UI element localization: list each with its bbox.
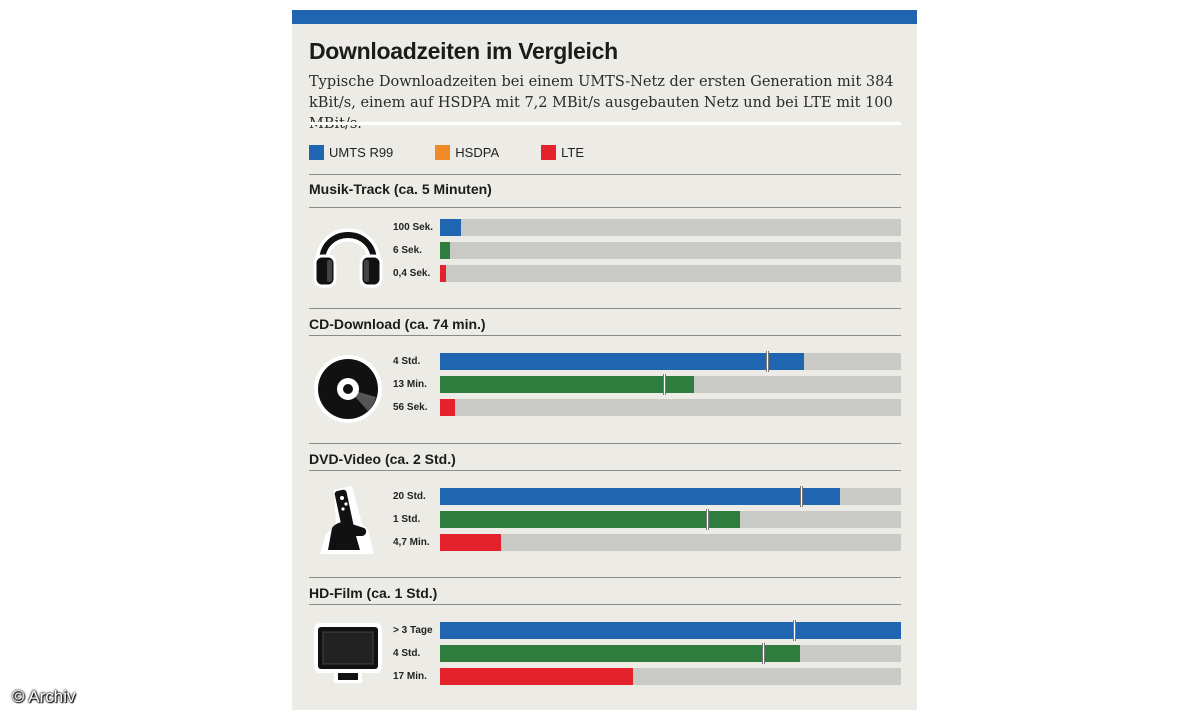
section-title-hd: HD-Film (ca. 1 Std.)	[309, 585, 438, 601]
bar-track-cd-hsdpa	[440, 374, 901, 395]
bar-music-hsdpa	[440, 242, 450, 259]
bar-track-dvd-umts	[440, 486, 901, 507]
bar-music-umts	[440, 219, 461, 236]
top-accent-bar	[292, 10, 917, 24]
bar-break-marker	[762, 643, 765, 664]
bar-label-music-lte: 0,4 Sek.	[393, 268, 431, 279]
bar-label-music-umts: 100 Sek.	[393, 222, 434, 233]
bar-track-dvd-lte	[440, 534, 901, 551]
bar-hd-hsdpa	[440, 643, 800, 664]
section-title-dvd: DVD-Video (ca. 2 Std.)	[309, 451, 456, 467]
image-credit: © Archiv	[12, 687, 76, 706]
legend: UMTS R99 HSDPA LTE	[309, 142, 626, 162]
bar-label-hd-umts: > 3 Tage	[393, 625, 433, 636]
legend-item-umts: UMTS R99	[309, 142, 393, 162]
section-top-rule-dvd	[309, 443, 901, 444]
legend-item-hsdpa: HSDPA	[435, 142, 499, 162]
bar-track-hd-lte	[440, 668, 901, 685]
chart-subtitle: Typische Downloadzeiten bei einem UMTS-N…	[309, 74, 894, 132]
bar-dvd-umts	[440, 486, 840, 507]
bar-label-hd-hsdpa: 4 Std.	[393, 648, 421, 659]
bar-label-music-hsdpa: 6 Sek.	[393, 245, 422, 256]
chart-title: Downloadzeiten im Vergleich	[309, 38, 618, 64]
bar-track-music-lte	[440, 265, 901, 282]
legend-swatch-umts	[309, 144, 324, 160]
bar-break-marker	[663, 374, 666, 395]
legend-divider	[309, 174, 901, 175]
legend-label-umts: UMTS R99	[329, 144, 394, 160]
bar-dvd-lte	[440, 534, 501, 551]
subtitle-divider	[309, 122, 901, 125]
bar-label-dvd-lte: 4,7 Min.	[393, 537, 430, 548]
legend-item-lte: LTE	[541, 142, 584, 162]
bar-track-hd-umts	[440, 620, 901, 641]
legend-swatch-hsdpa	[435, 144, 451, 160]
bar-break-marker	[766, 351, 769, 372]
remote-control-icon	[312, 484, 384, 556]
bar-track-dvd-hsdpa	[440, 509, 901, 530]
bar-track-hd-hsdpa	[440, 643, 901, 664]
bar-dvd-hsdpa	[440, 509, 740, 530]
section-top-rule-cd	[309, 308, 901, 309]
bar-track-cd-lte	[440, 399, 901, 416]
bar-label-cd-hsdpa: 13 Min.	[393, 379, 427, 390]
bar-music-lte	[440, 265, 446, 282]
bar-label-cd-lte: 56 Sek.	[393, 402, 428, 413]
bar-break-marker	[800, 486, 803, 507]
tv-icon	[312, 617, 384, 689]
bar-break-marker	[706, 509, 709, 530]
legend-label-lte: LTE	[561, 144, 585, 160]
bar-cd-lte	[440, 399, 455, 416]
bar-cd-hsdpa	[440, 374, 694, 395]
bar-label-dvd-hsdpa: 1 Std.	[393, 514, 421, 525]
legend-swatch-lte	[541, 144, 557, 160]
bar-label-dvd-umts: 20 Std.	[393, 491, 426, 502]
bar-track-music-hsdpa	[440, 242, 901, 259]
legend-label-hsdpa: HSDPA	[455, 144, 500, 160]
bar-label-cd-umts: 4 Std.	[393, 356, 421, 367]
section-divider-dvd	[309, 470, 901, 471]
bar-hd-lte	[440, 668, 633, 685]
section-divider-hd	[309, 604, 901, 605]
bar-label-hd-lte: 17 Min.	[393, 671, 427, 682]
bar-cd-umts	[440, 351, 804, 372]
cd-icon	[312, 353, 384, 425]
section-divider-cd	[309, 335, 901, 336]
section-top-rule-hd	[309, 577, 901, 578]
infographic-card: Downloadzeiten im Vergleich Typische Dow…	[292, 10, 917, 710]
bar-hd-umts	[440, 620, 901, 641]
bar-break-marker	[793, 620, 796, 641]
section-title-cd: CD-Download (ca. 74 min.)	[309, 316, 486, 332]
bar-track-music-umts	[440, 219, 901, 236]
section-title-music: Musik-Track (ca. 5 Minuten)	[309, 181, 492, 197]
bar-track-cd-umts	[440, 351, 901, 372]
headphones-icon	[312, 218, 384, 290]
section-divider-music	[309, 207, 901, 208]
